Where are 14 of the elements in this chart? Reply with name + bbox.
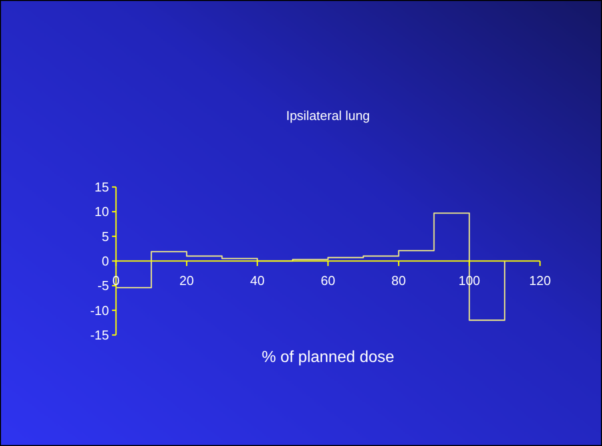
x-tick-label: 60 [320,273,336,288]
x-axis-title: % of planned dose [262,349,394,366]
x-tick-label: 80 [391,273,406,288]
chart-title: Ipsilateral lung [286,108,370,123]
y-tick-label: -10 [90,302,109,318]
y-tick-label: 10 [94,204,109,220]
y-tick-label: 0 [102,254,109,269]
y-tick-label: -5 [97,278,109,294]
x-tick-label: 120 [529,273,551,288]
y-tick-label: 5 [102,228,109,244]
y-tick-label: 15 [94,180,109,195]
x-tick-label: 20 [179,273,194,288]
x-tick-label: 40 [250,273,265,288]
y-tick-label: -15 [90,328,109,343]
